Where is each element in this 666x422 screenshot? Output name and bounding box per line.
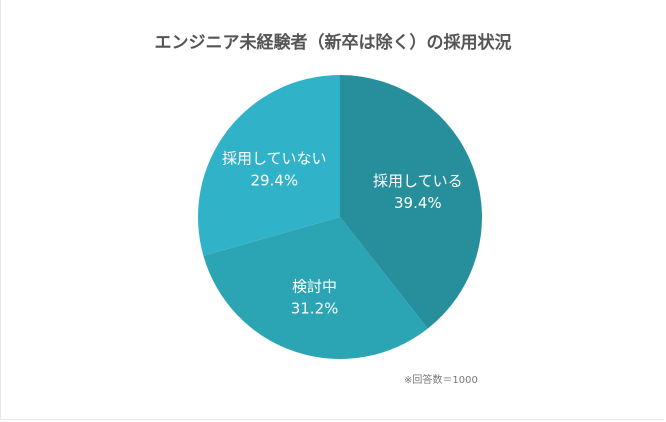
chart-title: エンジニア未経験者（新卒は除く）の採用状況: [154, 33, 512, 53]
pie-slice: [203, 217, 428, 359]
slice-label: 検討中: [292, 277, 337, 295]
pie-slice: [198, 75, 340, 256]
respondent-count-note: ※回答数＝1000: [404, 375, 478, 386]
slice-label: 採用していない: [222, 149, 327, 167]
slice-value-label: 39.4%: [394, 194, 442, 212]
pie-slice: [340, 75, 483, 329]
slice-value-label: 31.2%: [291, 299, 339, 317]
slice-label: 採用している: [373, 172, 463, 190]
slice-value-label: 29.4%: [250, 171, 298, 189]
